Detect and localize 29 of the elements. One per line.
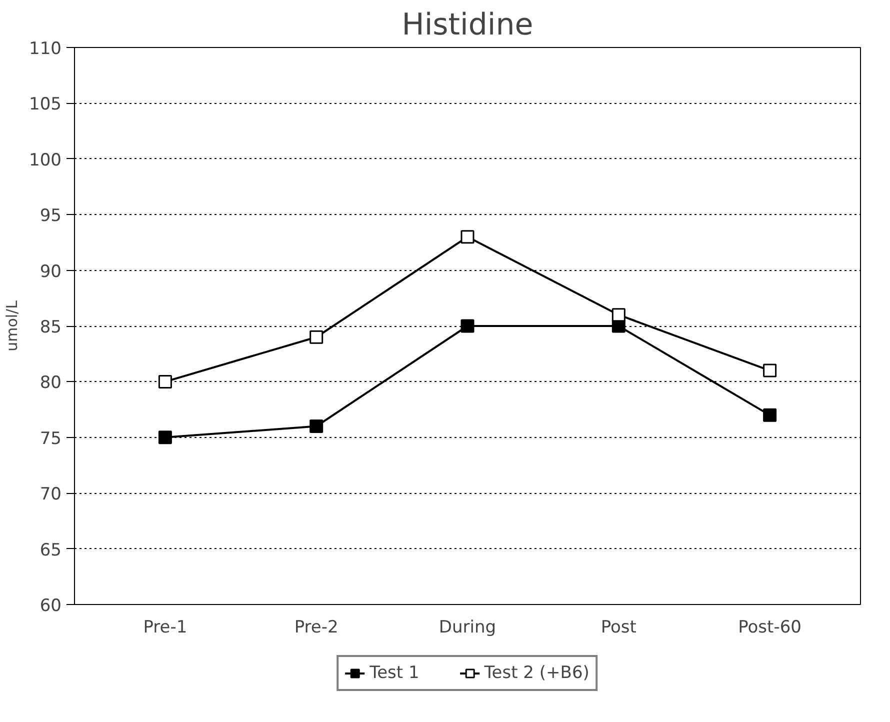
- point: [763, 408, 777, 422]
- y-axis-title: umol/L: [3, 300, 22, 352]
- point: [460, 319, 474, 333]
- y-tick-label: 65: [40, 540, 62, 560]
- y-tick-label: 80: [40, 373, 62, 394]
- y-tick-label: 90: [40, 262, 62, 282]
- y-tick-label: 95: [40, 206, 62, 226]
- x-tick-label: Post-60: [738, 618, 802, 638]
- y-tick-label: 105: [29, 94, 62, 115]
- legend-label: Test 1: [370, 663, 420, 683]
- y-tick-label: 100: [29, 150, 62, 170]
- point: [158, 374, 172, 388]
- y-tick-label: 110: [29, 39, 62, 59]
- point: [763, 364, 777, 378]
- x-tick-label: Pre-1: [143, 618, 188, 638]
- chart-title: Histidine: [402, 8, 534, 42]
- legend-label: Test 2 (+B6): [484, 663, 590, 683]
- point: [158, 430, 172, 444]
- y-tick-label: 60: [40, 596, 62, 616]
- point: [310, 420, 324, 434]
- y-tick-label: 75: [40, 428, 62, 449]
- y-tick-label: 70: [40, 484, 62, 505]
- point: [460, 230, 474, 244]
- point: [612, 308, 626, 322]
- x-tick-label: During: [438, 618, 496, 638]
- y-tick-label: 85: [40, 318, 62, 338]
- x-tick-label: Pre-2: [294, 618, 338, 638]
- x-tick-label: Post: [600, 618, 637, 638]
- point: [310, 330, 324, 344]
